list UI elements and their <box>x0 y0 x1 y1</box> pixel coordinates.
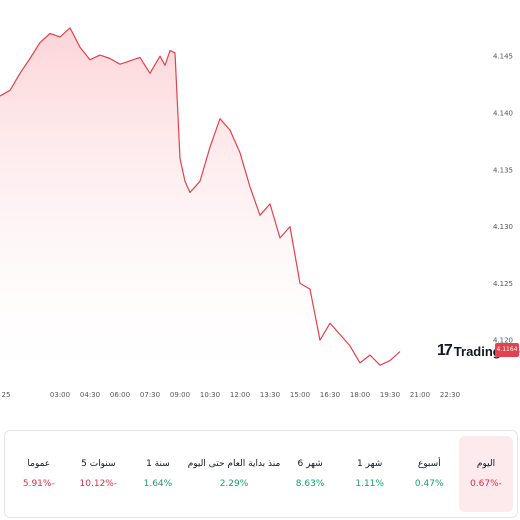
x-tick-label: 15:00 <box>290 391 310 399</box>
performance-period-label: اليوم <box>476 459 496 469</box>
performance-period-0[interactable]: اليوم 0.67%- <box>459 436 513 512</box>
performance-period-7[interactable]: عموما 5.91%- <box>9 436 69 512</box>
x-tick-label: 25 <box>2 391 11 399</box>
x-tick-label: 16:30 <box>320 391 340 399</box>
x-tick-label: 22:30 <box>440 391 460 399</box>
price-line <box>0 27 401 366</box>
x-tick-label: 06:00 <box>110 391 130 399</box>
performance-period-value: 8.63% <box>295 479 325 489</box>
last-price-badge: 4.1164 <box>495 343 519 357</box>
performance-period-label: 6 شهر <box>297 459 323 469</box>
tradingview-mark-icon: 17 <box>437 342 453 359</box>
performance-period-label: عموما <box>27 459 51 469</box>
y-tick-label: 4.135 <box>493 166 513 174</box>
performance-period-value: 10.12%- <box>79 479 118 489</box>
x-tick-label: 10:30 <box>200 391 220 399</box>
x-tick-label: 09:00 <box>170 391 190 399</box>
performance-period-1[interactable]: أسبوع 0.47% <box>399 436 459 512</box>
performance-period-label: أسبوع <box>417 459 441 469</box>
y-tick-label: 4.130 <box>493 223 513 231</box>
x-tick-label: 21:00 <box>410 391 430 399</box>
price-chart[interactable]: 4.120 4.125 4.130 4.135 4.140 4.145 25 03:00 04:… <box>0 0 520 410</box>
x-tick-label: 18:00 <box>350 391 370 399</box>
x-tick-label: 04:30 <box>80 391 100 399</box>
performance-strip: اليوم 0.67%- أسبوع 0.47% 1 شهر 1.11% 6 شهر 8.63… <box>4 430 518 518</box>
price-area-fill <box>0 27 400 373</box>
performance-period-label: 5 سنوات <box>81 459 116 469</box>
performance-period-5[interactable]: 1 سنة 1.64% <box>128 436 188 512</box>
performance-period-value: 0.47% <box>414 479 444 489</box>
performance-period-3[interactable]: 6 شهر 8.63% <box>280 436 340 512</box>
x-tick-label: 13:30 <box>260 391 280 399</box>
performance-period-value: 1.64% <box>143 479 173 489</box>
x-tick-label: 07:30 <box>140 391 160 399</box>
y-tick-label: 4.145 <box>493 53 513 61</box>
x-tick-label: 03:00 <box>50 391 70 399</box>
performance-period-value: 5.91%- <box>22 479 55 489</box>
performance-period-value: 1.11% <box>355 479 384 489</box>
y-tick-label: 4.120 <box>493 337 513 345</box>
performance-period-value: 2.29% <box>219 479 249 489</box>
x-tick-label: 12:00 <box>230 391 250 399</box>
chart-canvas[interactable]: 4.120 4.125 4.130 4.135 4.140 4.145 25 03:00 04:… <box>0 0 520 410</box>
x-tick-label: 19:30 <box>380 391 400 399</box>
y-tick-label: 4.140 <box>493 110 513 118</box>
performance-period-label: منذ بداية العام حتى اليوم <box>187 459 281 469</box>
performance-period-label: 1 شهر <box>357 459 383 469</box>
y-tick-label: 4.125 <box>493 280 513 288</box>
performance-period-4[interactable]: منذ بداية العام حتى اليوم 2.29% <box>188 436 281 512</box>
performance-period-value: 0.67%- <box>470 479 502 489</box>
performance-period-6[interactable]: 5 سنوات 10.12%- <box>69 436 129 512</box>
performance-period-2[interactable]: 1 شهر 1.11% <box>340 436 400 512</box>
performance-period-label: 1 سنة <box>146 459 170 469</box>
